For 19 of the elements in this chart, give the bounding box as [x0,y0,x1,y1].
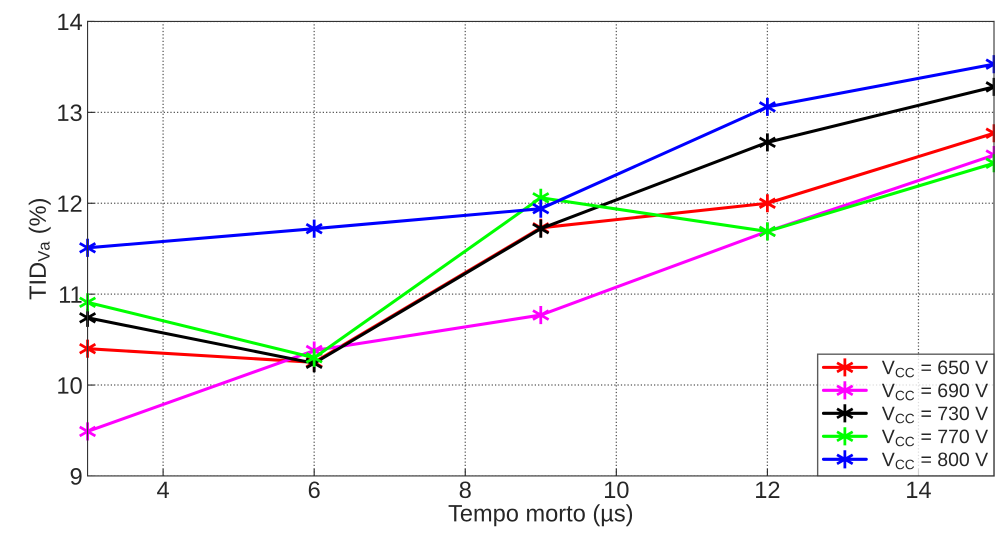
x-tick-label: 12 [756,481,780,498]
legend-label: V$_{CC}$ = 800 V [882,452,988,470]
y-tick-label: 10 [58,377,82,394]
x-tick-label: 10 [604,481,629,498]
y-tick-label: 12 [58,195,82,212]
legend-label: V$_{CC}$ = 690 V [882,384,988,400]
legend-label: V$_{CC}$ = 730 V [882,406,988,424]
x-axis-title: Tempo morto (µs) [448,504,632,526]
x-tick-label: 4 [157,482,169,498]
y-tick-label: 14 [58,14,82,30]
x-tick-label: 14 [907,482,931,498]
x-tick-label: 8 [460,481,471,498]
y-tick-label: 11 [60,286,82,303]
legend-label: V$_{CC}$ = 650 V [882,360,988,378]
y-tick-label: 9 [70,468,82,485]
y-tick-label: 13 [58,104,82,122]
x-tick-label: 6 [308,481,320,498]
legend-label: V$_{CC}$ = 770 V [882,430,988,446]
y-axis-title: TID$_{Va}$ (%) [28,199,51,300]
